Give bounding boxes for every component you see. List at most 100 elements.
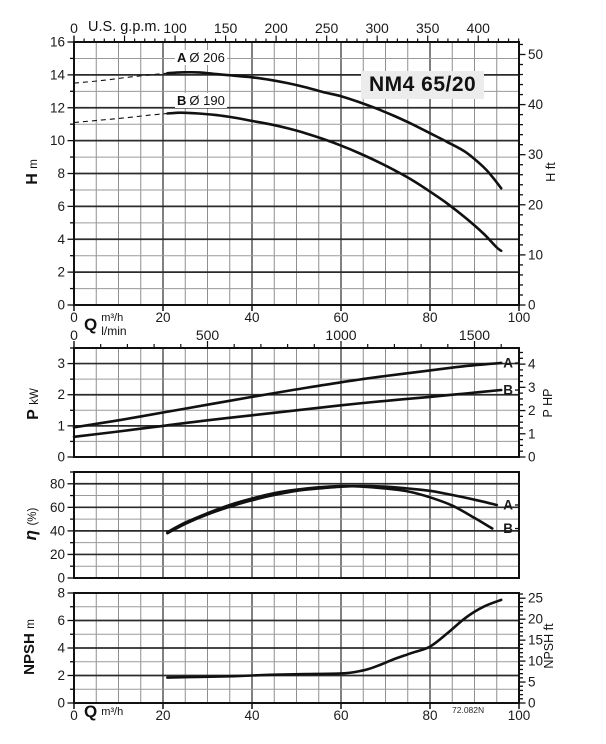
curve-a-diameter: Ø 206 xyxy=(189,50,225,65)
y2-tick-label: 1 xyxy=(528,426,536,441)
q-unit-m3h: m³/h xyxy=(101,312,124,324)
y-tick-label: 2 xyxy=(57,668,65,683)
x-tick-label: 20 xyxy=(155,708,170,723)
head-y2-axis-title: H ft xyxy=(544,162,558,181)
q-bottom-sym: Q xyxy=(84,702,98,721)
efficiency-y-axis-title: η (%) xyxy=(21,508,41,541)
npsh-y-unit: m xyxy=(25,619,37,629)
curve-B xyxy=(72,388,503,439)
drawing-code: 72.082N xyxy=(452,705,485,715)
q-unit-lmin: l/min xyxy=(101,324,127,338)
curve-b-letter: B xyxy=(177,93,187,108)
x-tick-label: 0 xyxy=(70,708,78,723)
power-y-sym: P xyxy=(25,409,42,420)
curve-A xyxy=(72,361,503,429)
y2-tick-label: 0 xyxy=(528,696,536,711)
y-tick-label: 2 xyxy=(57,265,65,280)
chart-title: NM4 65/20 xyxy=(361,71,485,99)
y-tick-label: 6 xyxy=(57,199,65,214)
curve-B xyxy=(166,484,494,534)
y-tick-label: 60 xyxy=(50,500,65,515)
x-tick-label: 0 xyxy=(70,310,78,325)
head-y-unit: m xyxy=(28,159,40,169)
y-tick-label: 8 xyxy=(57,166,65,181)
x-tick-label: 80 xyxy=(422,310,437,325)
head-y2-unit: ft xyxy=(544,162,558,170)
y-tick-label: 6 xyxy=(57,613,65,628)
y2-tick-label: 50 xyxy=(528,47,543,62)
npsh-y2-sym: NPSH xyxy=(542,633,556,669)
y-tick-label: 0 xyxy=(57,571,65,586)
x-tick-label: 100 xyxy=(508,310,531,325)
npsh-y-sym: NPSH xyxy=(21,633,38,675)
y2-tick-label: 30 xyxy=(528,147,543,162)
y-tick-label: 0 xyxy=(57,298,65,313)
npsh-y2-unit: ft xyxy=(542,623,556,631)
plot-frame xyxy=(73,471,520,579)
y-tick-label: 10 xyxy=(50,133,65,148)
y-tick-label: 1 xyxy=(57,418,65,433)
x-top-tick-label: 200 xyxy=(264,20,288,36)
x-top-tick-label: 150 xyxy=(214,20,238,36)
y2-tick-label: 15 xyxy=(528,633,543,648)
power-y2-axis-title: P HP xyxy=(541,389,555,418)
head-y2-sym: H xyxy=(544,172,558,182)
x-tick-label: 60 xyxy=(333,310,348,325)
y-tick-label: 2 xyxy=(57,387,65,402)
x-tick-label: 40 xyxy=(244,708,259,723)
x-top-tick-label: 250 xyxy=(315,20,339,36)
x-tick-label: 20 xyxy=(155,310,170,325)
x-top-tick-label: 1000 xyxy=(325,327,356,343)
x-tick-label: 80 xyxy=(422,708,437,723)
curve-B-dashed xyxy=(73,112,168,124)
plot-frame xyxy=(73,347,520,458)
curve-A-dashed xyxy=(73,72,168,84)
x-tick-label: 100 xyxy=(508,708,531,723)
x-top-tick-label: 1500 xyxy=(459,327,490,343)
y-tick-label: 40 xyxy=(50,523,65,538)
q-sym: Q xyxy=(84,315,98,334)
y2-tick-label: 20 xyxy=(528,197,543,212)
efficiency-y-sym: η xyxy=(21,529,40,541)
q-bottom-unit: m³/h xyxy=(101,706,124,718)
power-y-unit: kW xyxy=(29,388,41,405)
npsh-y-axis-title: NPSH m xyxy=(21,619,39,675)
y2-tick-label: 0 xyxy=(528,298,536,313)
curve-NPSH xyxy=(166,598,503,679)
power-y-axis-title: P kW xyxy=(25,388,43,420)
x-top-zero-label: 0 xyxy=(70,20,78,36)
x-top-tick-label: 400 xyxy=(467,20,491,36)
x-top-tick-label: 350 xyxy=(416,20,440,36)
y-tick-label: 3 xyxy=(57,356,65,371)
y2-tick-label: 10 xyxy=(528,654,543,669)
gpm-axis-label: U.S. g.p.m. xyxy=(88,19,161,35)
y-tick-label: 20 xyxy=(50,547,65,562)
x-top-tick-label: 500 xyxy=(196,327,220,343)
curve-b-diameter: Ø 190 xyxy=(189,93,225,108)
y-tick-label: 12 xyxy=(50,100,65,115)
y-tick-label: 4 xyxy=(57,232,65,247)
y-tick-label: 0 xyxy=(57,696,65,711)
curve-end-label-B: B xyxy=(503,383,513,398)
curve-A xyxy=(166,70,503,190)
x-tick-label: 60 xyxy=(333,708,348,723)
y-tick-label: 80 xyxy=(50,476,65,491)
power-y2-sym: P xyxy=(541,409,555,418)
y2-tick-label: 2 xyxy=(528,403,536,418)
y2-tick-label: 25 xyxy=(528,591,543,606)
y2-tick-label: 20 xyxy=(528,612,543,627)
curve-end-label-A: A xyxy=(503,355,513,370)
x-top-zero-label: 0 xyxy=(70,327,78,343)
npsh-y2-axis-title: NPSH ft xyxy=(542,623,556,668)
y-tick-label: 4 xyxy=(57,641,65,656)
curve-a-letter: A xyxy=(177,50,187,65)
y2-tick-label: 4 xyxy=(528,357,536,372)
curve-end-label-B: B xyxy=(503,521,513,536)
y-tick-label: 14 xyxy=(50,67,66,82)
y-tick-label: 8 xyxy=(57,586,65,601)
y2-tick-label: 10 xyxy=(528,247,543,262)
